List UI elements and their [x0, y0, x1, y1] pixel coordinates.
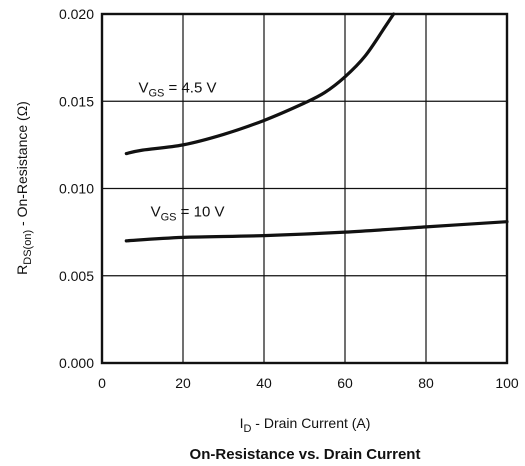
series-vgs-10v-line [124, 220, 509, 243]
x-tick-label: 60 [337, 375, 353, 391]
curves [124, 12, 509, 243]
x-tick-label: 40 [256, 375, 272, 391]
x-axis-label: ID - Drain Current (A) [240, 415, 371, 435]
label-vgs-10v: VGS = 10 V [151, 203, 225, 223]
y-tick-label: 0.000 [59, 355, 94, 371]
y-tick-labels: 0.000 0.005 0.010 0.015 0.020 [59, 6, 94, 371]
chart-title: On-Resistance vs. Drain Current [190, 446, 421, 463]
y-tick-label: 0.015 [59, 93, 94, 109]
x-tick-label: 100 [495, 375, 519, 391]
x-tick-label: 20 [175, 375, 191, 391]
plot-frame [100, 12, 509, 365]
y-tick-label: 0.005 [59, 268, 94, 284]
y-tick-label: 0.020 [59, 6, 94, 22]
y-axis-label: RDS(on) - On-Resistance (Ω) [14, 101, 34, 275]
x-tick-labels: 0 20 40 60 80 100 [98, 375, 519, 391]
series-vgs-4-5v-line [124, 12, 396, 156]
grid-lines [101, 13, 508, 364]
x-tick-label: 0 [98, 375, 106, 391]
label-vgs-4-5v: VGS = 4.5 V [138, 80, 216, 100]
y-tick-label: 0.010 [59, 181, 94, 197]
x-tick-label: 80 [418, 375, 434, 391]
curve-labels: VGS = 4.5 V VGS = 10 V [138, 80, 224, 224]
